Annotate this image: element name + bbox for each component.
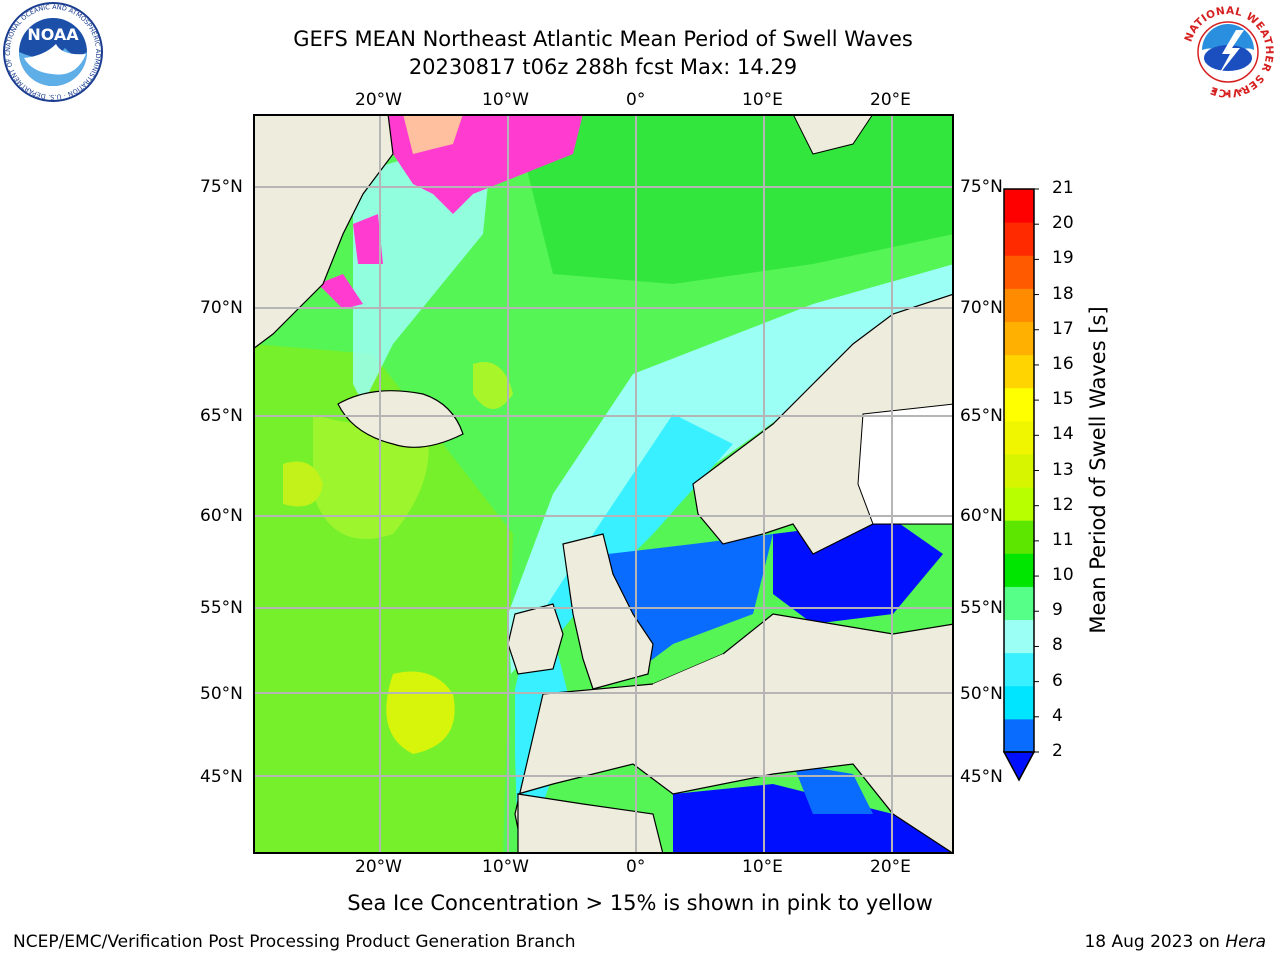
lat-label: 50°N (200, 684, 243, 704)
colorbar-segment (1004, 354, 1034, 389)
colorbar-extend-arrow (1002, 751, 1036, 782)
lon-label: 0° (626, 90, 646, 110)
lat-label: 55°N (200, 598, 243, 618)
lat-label: 70°N (960, 298, 1003, 318)
lat-label: 75°N (200, 177, 243, 197)
lon-label: 20°E (870, 857, 911, 877)
colorbar-tick-label: 4 (1052, 705, 1063, 726)
sea-ice-note: Sea Ice Concentration > 15% is shown in … (347, 891, 933, 915)
colorbar-tick-label: 20 (1052, 213, 1074, 234)
colorbar-segment (1004, 553, 1034, 587)
lon-label: 10°W (482, 90, 529, 110)
lat-label: 45°N (200, 767, 243, 787)
colorbar-segment (1004, 652, 1034, 687)
map-subtitle: 20230817 t06z 288h fcst Max: 14.29 (408, 55, 798, 79)
colorbar-segment (1004, 718, 1034, 753)
colorbar-tick-label: 18 (1052, 283, 1074, 304)
colorbar-segment (1004, 321, 1034, 356)
ireland-land (507, 603, 564, 675)
colorbar-tick-label: 11 (1052, 529, 1074, 550)
svg-text:★: ★ (1211, 87, 1217, 95)
britain-land (562, 533, 654, 690)
colorbar-segment (1004, 420, 1034, 455)
colorbar-title: Mean Period of Swell Waves [s] (1086, 306, 1110, 634)
colorbar-segment (1004, 189, 1034, 223)
lat-label: 50°N (960, 684, 1003, 704)
colorbar-tick-label: 2 (1052, 741, 1063, 761)
lat-label: 75°N (960, 177, 1003, 197)
lat-label: 65°N (200, 406, 243, 426)
lon-label: 20°W (355, 90, 402, 110)
svg-text:NOAA: NOAA (27, 25, 79, 44)
lat-label: 60°N (960, 506, 1003, 526)
colorbar-tick-label: 14 (1052, 424, 1074, 445)
colorbar-tick-label: 17 (1052, 318, 1074, 339)
colorbar-tick-label: 9 (1052, 600, 1063, 621)
lon-label: 20°W (355, 857, 402, 877)
colorbar-segment (1004, 487, 1034, 521)
lat-label: 45°N (960, 767, 1003, 787)
footer-date: 18 Aug 2023 on Hera (1084, 932, 1266, 952)
colorbar-tick-label: 16 (1052, 353, 1074, 374)
lon-label: 10°W (482, 857, 529, 877)
lat-label: 70°N (200, 298, 243, 318)
lon-label: 20°E (870, 90, 911, 110)
colorbar-tick-label: 15 (1052, 389, 1074, 410)
colorbar-tick-label: 6 (1052, 670, 1063, 691)
colorbar-segment (1004, 255, 1034, 289)
map-title: GEFS MEAN Northeast Atlantic Mean Period… (293, 27, 913, 51)
lon-label: 10°E (742, 90, 783, 110)
svg-text:★: ★ (1237, 87, 1243, 95)
noaa-logo: NATIONAL OCEANIC AND ATMOSPHERIC ADMINIS… (2, 2, 103, 102)
colorbar-segment (1004, 222, 1034, 256)
colorbar-tick-label: 10 (1052, 565, 1074, 586)
colorbar-tick-label: 21 (1052, 178, 1074, 198)
nws-logo: NATIONAL WEATHER SERVICE ★ ★ ★ (1181, 5, 1275, 99)
colorbar-segment (1004, 288, 1034, 322)
colorbar-segment (1004, 387, 1034, 422)
colorbar-tick-label: 19 (1052, 248, 1074, 269)
colorbar-tick-label: 12 (1052, 494, 1074, 515)
colorbar-tick-label: 8 (1052, 635, 1063, 656)
lon-label: 10°E (742, 857, 783, 877)
colorbar-segment (1004, 520, 1034, 554)
colorbar-tick-label: 13 (1052, 459, 1074, 480)
svg-text:★: ★ (1224, 90, 1230, 98)
lat-label: 60°N (200, 506, 243, 526)
greenland-land (253, 114, 394, 350)
lon-label: 0° (626, 857, 646, 877)
colorbar-segment (1004, 685, 1034, 720)
map-plot (253, 114, 954, 854)
colorbar (1002, 188, 1039, 782)
lat-label: 65°N (960, 406, 1003, 426)
lat-label: 55°N (960, 598, 1003, 618)
colorbar-segment (1004, 586, 1034, 621)
footer-credit: NCEP/EMC/Verification Post Processing Pr… (13, 932, 576, 952)
colorbar-segment (1004, 453, 1034, 488)
iceland-land (337, 390, 464, 448)
colorbar-segment (1004, 619, 1034, 654)
sea-ice-white (857, 403, 954, 525)
